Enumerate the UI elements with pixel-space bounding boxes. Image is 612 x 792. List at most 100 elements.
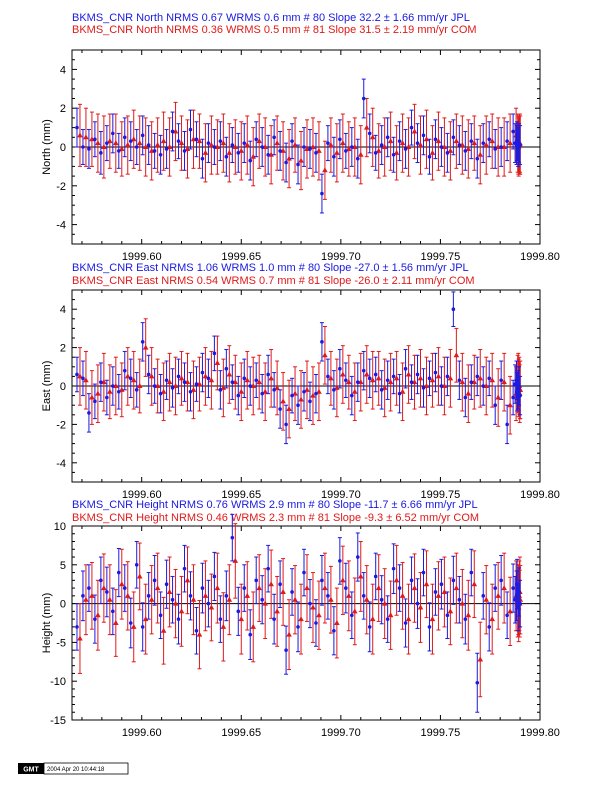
data-point-jpl <box>182 566 187 571</box>
data-point-jpl <box>439 145 444 149</box>
data-point-jpl <box>338 137 342 142</box>
data-point-com <box>507 140 513 146</box>
data-point-com <box>130 623 137 629</box>
data-point-com <box>453 585 460 591</box>
data-point-jpl <box>105 395 109 400</box>
data-point-jpl <box>505 139 509 143</box>
series-com <box>77 98 524 200</box>
data-point-com <box>95 140 101 146</box>
data-point-jpl <box>75 625 79 629</box>
data-point-com <box>154 585 161 591</box>
data-point-jpl <box>457 143 462 147</box>
data-point-jpl <box>367 131 372 136</box>
data-point-com <box>226 596 233 602</box>
data-point-com <box>89 592 95 598</box>
data-point-jpl <box>170 597 175 602</box>
data-point-jpl <box>111 131 115 136</box>
data-point-com <box>375 375 382 381</box>
plot-frame <box>71 525 541 721</box>
data-point-jpl <box>487 137 492 142</box>
data-point-jpl <box>332 628 336 633</box>
data-point-com <box>101 585 107 591</box>
data-point-com <box>124 592 131 598</box>
data-point-jpl <box>248 632 253 637</box>
data-point-com <box>244 142 251 148</box>
data-point-jpl <box>164 378 169 383</box>
data-point-com <box>262 388 268 394</box>
data-point-com <box>369 134 376 140</box>
data-point-com <box>310 392 316 398</box>
title-jpl: BKMS_CNR North NRMS 0.67 WRMS 0.6 mm # 8… <box>72 12 470 24</box>
data-point-com <box>89 394 95 400</box>
data-point-com <box>292 596 298 602</box>
data-point-com <box>310 604 316 610</box>
data-point-com <box>292 390 298 396</box>
data-point-com <box>166 588 173 594</box>
y-tick-label: 5 <box>60 560 66 572</box>
data-point-com <box>286 155 292 161</box>
data-point-com <box>160 627 167 633</box>
y-tick-label: 0 <box>60 381 66 393</box>
data-point-com <box>501 379 507 385</box>
data-point-com <box>238 388 245 394</box>
data-point-jpl <box>403 621 408 625</box>
data-point-com <box>136 383 143 388</box>
data-point-com <box>477 656 484 662</box>
data-point-jpl <box>224 594 229 598</box>
panels-container: BKMS_CNR North NRMS 0.67 WRMS 0.6 mm # 8… <box>41 12 560 739</box>
data-point-com <box>172 383 179 388</box>
series-com <box>77 318 524 439</box>
data-point-com <box>95 612 101 618</box>
data-point-com <box>328 375 334 381</box>
data-point-jpl <box>248 384 253 388</box>
data-point-jpl <box>290 393 294 398</box>
data-point-jpl <box>105 141 109 145</box>
data-point-jpl <box>260 391 264 396</box>
data-point-jpl <box>212 145 217 149</box>
data-point-com <box>160 388 167 394</box>
data-point-jpl <box>355 380 360 384</box>
data-point-jpl <box>296 403 300 408</box>
data-point-jpl <box>385 135 390 140</box>
data-point-jpl <box>158 152 163 157</box>
x-tick-label: 1999.65 <box>221 489 261 501</box>
data-point-com <box>178 608 185 614</box>
data-point-com <box>118 581 125 587</box>
data-point-com <box>369 616 376 622</box>
data-point-jpl <box>332 154 336 159</box>
data-point-jpl <box>93 399 97 404</box>
data-point-com <box>363 124 370 130</box>
data-point-jpl <box>433 370 438 375</box>
data-point-com <box>399 388 406 394</box>
data-point-jpl <box>75 372 79 377</box>
data-point-com <box>423 383 430 388</box>
timestamp: 2004 Apr 20 10:44:18 <box>47 767 105 773</box>
data-point-jpl <box>134 563 139 567</box>
data-point-jpl <box>134 388 139 392</box>
data-point-com <box>357 151 364 157</box>
data-point-jpl <box>302 570 306 575</box>
title-com: BKMS_CNR East NRMS 0.54 WRMS 0.7 mm # 81… <box>72 275 475 287</box>
data-point-com <box>322 352 328 358</box>
data-point-com <box>447 608 454 614</box>
data-point-jpl <box>350 613 354 618</box>
data-point-com <box>196 138 203 144</box>
data-point-jpl <box>206 376 211 381</box>
x-tick-label: 1999.60 <box>122 727 162 739</box>
data-point-com <box>220 384 227 390</box>
data-point-jpl <box>242 376 247 381</box>
data-point-jpl <box>373 372 378 377</box>
data-point-jpl <box>373 151 378 155</box>
data-point-jpl <box>266 372 270 377</box>
title-jpl: BKMS_CNR Height NRMS 0.76 WRMS 2.9 mm # … <box>72 499 478 511</box>
data-point-com <box>226 149 233 155</box>
x-tick-label: 1999.80 <box>520 727 560 739</box>
data-point-jpl <box>391 152 396 157</box>
data-point-jpl <box>499 578 503 583</box>
data-point-jpl <box>355 555 360 559</box>
data-point-jpl <box>146 594 151 598</box>
data-point-jpl <box>314 151 318 155</box>
data-point-com <box>304 585 310 591</box>
data-point-com <box>340 371 346 377</box>
